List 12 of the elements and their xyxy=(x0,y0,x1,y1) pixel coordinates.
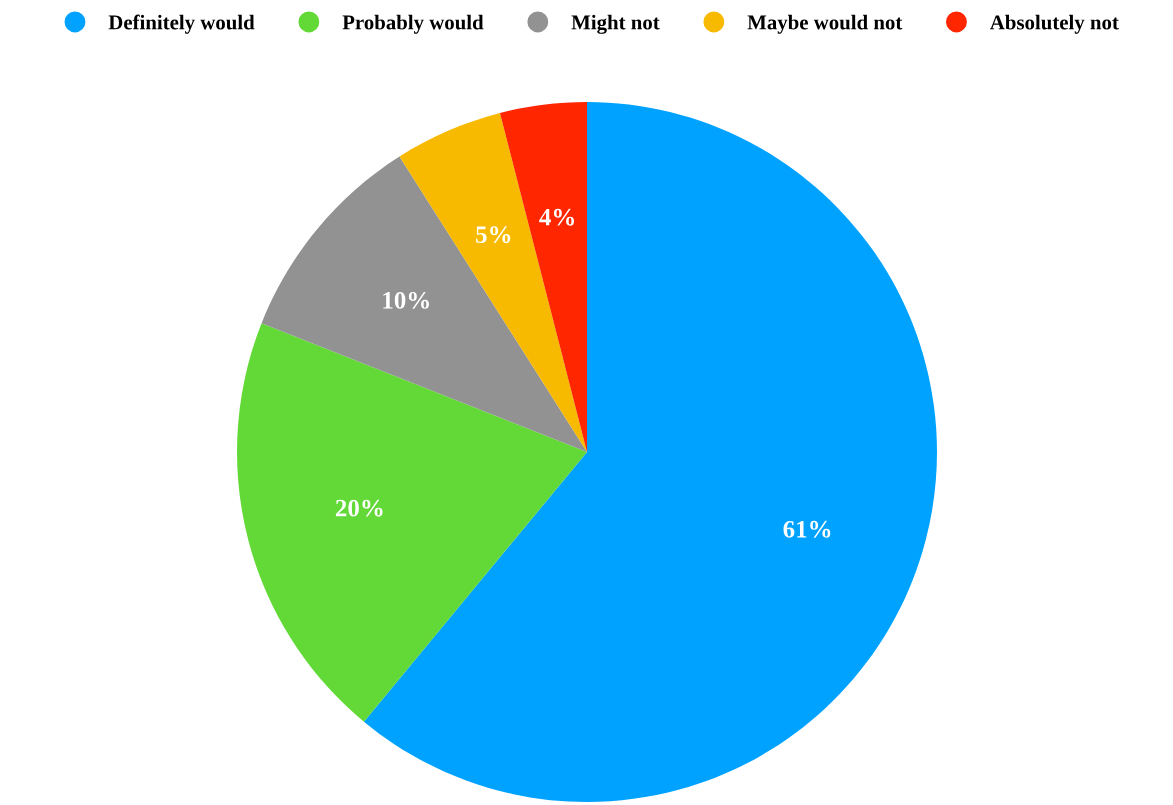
legend-label: Absolutely not xyxy=(990,14,1119,34)
pie-slice xyxy=(261,156,587,452)
data-label: 5% xyxy=(476,226,511,244)
legend-label: Maybe would not xyxy=(747,14,903,34)
data-label: 4% xyxy=(539,208,575,226)
data-label: 10% xyxy=(383,291,429,309)
legend-label: Might not xyxy=(571,14,660,34)
data-label: 61% xyxy=(783,520,831,538)
legend-label: Probably would xyxy=(342,14,484,34)
legend-label: Definitely would xyxy=(108,14,255,34)
data-label: 20% xyxy=(335,499,383,517)
pie-slice xyxy=(237,323,587,722)
